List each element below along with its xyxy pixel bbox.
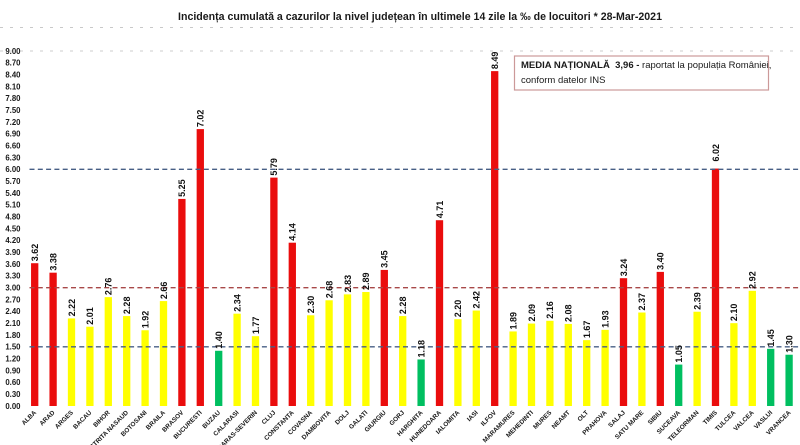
svg-text:5.70: 5.70 bbox=[5, 177, 21, 186]
svg-text:0.30: 0.30 bbox=[5, 390, 21, 399]
svg-text:2.08: 2.08 bbox=[564, 304, 574, 322]
svg-text:8.40: 8.40 bbox=[5, 71, 21, 80]
svg-text:8.70: 8.70 bbox=[5, 59, 21, 68]
svg-text:6.00: 6.00 bbox=[5, 165, 21, 174]
svg-text:2.68: 2.68 bbox=[324, 281, 334, 299]
svg-text:4.20: 4.20 bbox=[5, 236, 21, 245]
svg-text:2.42: 2.42 bbox=[472, 291, 482, 309]
svg-text:1.50: 1.50 bbox=[5, 343, 21, 352]
svg-text:7.20: 7.20 bbox=[5, 118, 21, 127]
svg-text:3.24: 3.24 bbox=[619, 259, 629, 277]
svg-text:2.30: 2.30 bbox=[306, 296, 316, 314]
svg-text:2.10: 2.10 bbox=[729, 304, 739, 322]
svg-text:1.92: 1.92 bbox=[140, 311, 150, 329]
svg-text:0.90: 0.90 bbox=[5, 366, 21, 375]
svg-text:2.20: 2.20 bbox=[453, 300, 463, 318]
svg-text:7.50: 7.50 bbox=[5, 106, 21, 115]
svg-text:2.01: 2.01 bbox=[85, 307, 95, 325]
svg-text:1.77: 1.77 bbox=[251, 317, 261, 335]
svg-text:2.66: 2.66 bbox=[159, 282, 169, 300]
svg-text:3.00: 3.00 bbox=[5, 284, 21, 293]
svg-text:1.30: 1.30 bbox=[784, 335, 794, 353]
svg-text:2.16: 2.16 bbox=[545, 301, 555, 319]
svg-text:Incidența cumulată a cazurilor: Incidența cumulată a cazurilor la nivel … bbox=[178, 11, 662, 23]
svg-text:3.45: 3.45 bbox=[380, 250, 390, 268]
svg-text:4.50: 4.50 bbox=[5, 224, 21, 233]
svg-text:0.00: 0.00 bbox=[5, 402, 21, 411]
svg-text:2.39: 2.39 bbox=[692, 292, 702, 310]
svg-text:1.40: 1.40 bbox=[214, 331, 224, 349]
svg-text:7.80: 7.80 bbox=[5, 94, 21, 103]
svg-text:1.05: 1.05 bbox=[674, 345, 684, 363]
svg-text:3.60: 3.60 bbox=[5, 260, 21, 269]
svg-text:9.00: 9.00 bbox=[5, 47, 21, 56]
svg-text:2.22: 2.22 bbox=[67, 299, 77, 317]
svg-text:3.30: 3.30 bbox=[5, 272, 21, 281]
svg-text:4.14: 4.14 bbox=[288, 223, 298, 241]
svg-text:1.93: 1.93 bbox=[600, 310, 610, 328]
svg-text:8.10: 8.10 bbox=[5, 82, 21, 91]
svg-text:2.92: 2.92 bbox=[748, 271, 758, 289]
svg-text:3.38: 3.38 bbox=[48, 253, 58, 271]
svg-text:2.76: 2.76 bbox=[104, 278, 114, 296]
svg-text:1.67: 1.67 bbox=[582, 321, 592, 339]
svg-text:0.60: 0.60 bbox=[5, 378, 21, 387]
svg-text:4.80: 4.80 bbox=[5, 213, 21, 222]
svg-text:7.02: 7.02 bbox=[196, 110, 206, 128]
svg-text:1.20: 1.20 bbox=[5, 355, 21, 364]
svg-text:6.60: 6.60 bbox=[5, 142, 21, 151]
svg-text:2.28: 2.28 bbox=[398, 297, 408, 315]
svg-text:conform datelor INS: conform datelor INS bbox=[521, 75, 605, 86]
svg-text:2.28: 2.28 bbox=[122, 297, 132, 315]
svg-text:2.89: 2.89 bbox=[361, 272, 371, 290]
svg-text:2.09: 2.09 bbox=[527, 304, 537, 322]
svg-text:6.90: 6.90 bbox=[5, 130, 21, 139]
svg-text:2.34: 2.34 bbox=[232, 294, 242, 312]
svg-text:2.37: 2.37 bbox=[637, 293, 647, 311]
svg-text:5.25: 5.25 bbox=[177, 179, 187, 197]
svg-text:1.89: 1.89 bbox=[508, 312, 518, 330]
svg-text:8.49: 8.49 bbox=[490, 52, 500, 70]
svg-text:3.90: 3.90 bbox=[5, 248, 21, 257]
svg-text:6.02: 6.02 bbox=[711, 144, 721, 162]
svg-text:6.30: 6.30 bbox=[5, 153, 21, 162]
svg-text:2.70: 2.70 bbox=[5, 295, 21, 304]
svg-text:2.83: 2.83 bbox=[343, 275, 353, 293]
svg-text:2.10: 2.10 bbox=[5, 319, 21, 328]
svg-text:1.18: 1.18 bbox=[416, 340, 426, 358]
svg-text:3.62: 3.62 bbox=[30, 244, 40, 262]
svg-text:1.80: 1.80 bbox=[5, 331, 21, 340]
svg-text:1.45: 1.45 bbox=[766, 329, 776, 347]
svg-text:3.40: 3.40 bbox=[656, 252, 666, 270]
svg-text:5.10: 5.10 bbox=[5, 201, 21, 210]
svg-text:5.79: 5.79 bbox=[269, 158, 279, 176]
svg-text:5.40: 5.40 bbox=[5, 189, 21, 198]
svg-text:MEDIA NAȚIONALĂ 3,96 - raport: MEDIA NAȚIONALĂ 3,96 - raportat la popul… bbox=[521, 60, 771, 71]
svg-text:2.40: 2.40 bbox=[5, 307, 21, 316]
svg-text:4.71: 4.71 bbox=[435, 201, 445, 219]
